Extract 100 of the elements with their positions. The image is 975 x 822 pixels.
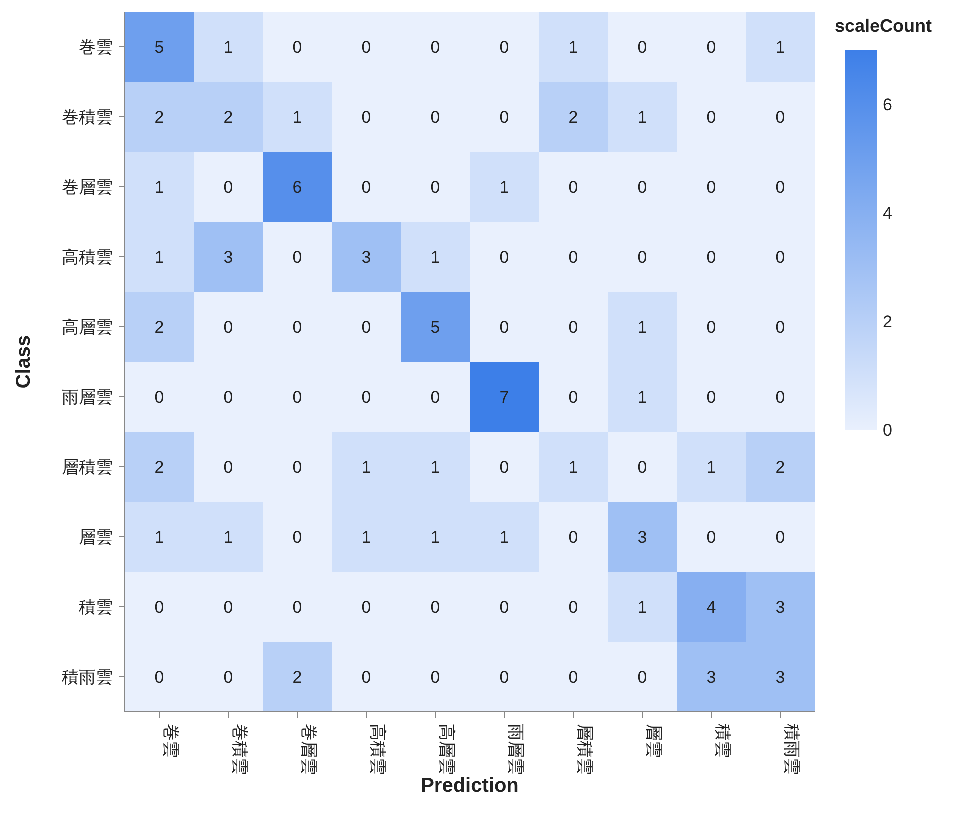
data-label: 0 bbox=[568, 178, 578, 197]
data-label: 5 bbox=[430, 318, 440, 337]
color-bar-label: 6 bbox=[883, 95, 892, 114]
data-label: 0 bbox=[292, 598, 302, 617]
data-label: 0 bbox=[568, 668, 578, 687]
data-label: 0 bbox=[430, 598, 440, 617]
y-tick-label: 積雲 bbox=[79, 598, 113, 617]
data-label: 1 bbox=[638, 318, 648, 337]
data-label: 0 bbox=[362, 318, 372, 337]
data-label: 1 bbox=[430, 528, 440, 547]
x-tick-label: 積雲 bbox=[714, 724, 732, 758]
x-tick-label: 高積雲 bbox=[368, 724, 388, 775]
y-tick-label: 巻層雲 bbox=[62, 178, 113, 197]
data-label: 0 bbox=[568, 388, 578, 407]
data-label: 1 bbox=[776, 38, 786, 57]
data-label: 0 bbox=[568, 318, 578, 337]
data-label: 0 bbox=[292, 388, 302, 407]
y-tick-label: 高積雲 bbox=[62, 248, 113, 267]
y-tick-label: 巻雲 bbox=[79, 38, 113, 57]
data-label: 0 bbox=[638, 38, 648, 57]
data-label: 0 bbox=[224, 668, 234, 687]
data-label: 1 bbox=[430, 248, 440, 267]
data-label: 0 bbox=[776, 248, 786, 267]
y-axis-title: Class bbox=[13, 335, 35, 389]
data-label: 0 bbox=[776, 178, 786, 197]
data-label: 0 bbox=[154, 388, 164, 407]
data-label: 0 bbox=[224, 178, 234, 197]
data-label: 1 bbox=[638, 598, 648, 617]
data-label: 0 bbox=[154, 598, 164, 617]
data-label: 0 bbox=[362, 598, 372, 617]
y-tick-label: 層雲 bbox=[79, 528, 113, 547]
data-label: 0 bbox=[500, 668, 510, 687]
data-label: 0 bbox=[292, 248, 302, 267]
data-label: 0 bbox=[500, 108, 510, 127]
data-label: 0 bbox=[430, 668, 440, 687]
data-label: 1 bbox=[638, 388, 648, 407]
y-tick-label: 積雨雲 bbox=[62, 668, 113, 687]
data-label: 0 bbox=[362, 108, 372, 127]
data-label: 0 bbox=[500, 598, 510, 617]
data-label: 0 bbox=[154, 668, 164, 687]
data-label: 0 bbox=[706, 318, 716, 337]
data-label: 0 bbox=[430, 108, 440, 127]
data-label: 2 bbox=[776, 458, 786, 477]
x-tick-label: 積雨雲 bbox=[782, 724, 802, 775]
y-tick-label: 層積雲 bbox=[62, 458, 113, 477]
data-label: 0 bbox=[776, 108, 786, 127]
data-label: 3 bbox=[638, 528, 648, 547]
x-tick-label: 雨層雲 bbox=[506, 724, 526, 775]
data-label: 1 bbox=[430, 458, 440, 477]
x-tick-label: 巻積雲 bbox=[230, 724, 250, 775]
data-label: 0 bbox=[638, 178, 648, 197]
data-label: 1 bbox=[500, 178, 510, 197]
data-label: 1 bbox=[224, 38, 234, 57]
data-label: 6 bbox=[292, 178, 302, 197]
data-label: 0 bbox=[638, 668, 648, 687]
data-label: 0 bbox=[362, 178, 372, 197]
data-label: 0 bbox=[706, 388, 716, 407]
data-label: 1 bbox=[224, 528, 234, 547]
data-label: 0 bbox=[568, 598, 578, 617]
data-label: 0 bbox=[224, 318, 234, 337]
data-label: 1 bbox=[154, 528, 164, 547]
x-tick-label: 高層雲 bbox=[438, 724, 456, 775]
data-label: 1 bbox=[500, 528, 510, 547]
data-label: 0 bbox=[362, 388, 372, 407]
data-label: 1 bbox=[706, 458, 716, 477]
data-label: 0 bbox=[224, 458, 234, 477]
x-axis-title: Prediction bbox=[421, 775, 519, 797]
data-label: 1 bbox=[292, 108, 302, 127]
data-label: 1 bbox=[362, 458, 372, 477]
y-tick-label: 巻積雲 bbox=[62, 108, 113, 127]
data-label: 0 bbox=[638, 458, 648, 477]
data-label: 0 bbox=[292, 318, 302, 337]
data-label: 1 bbox=[568, 458, 578, 477]
data-label: 0 bbox=[224, 388, 234, 407]
data-label: 2 bbox=[154, 108, 164, 127]
color-bar-label: 2 bbox=[883, 312, 892, 332]
data-label: 0 bbox=[568, 248, 578, 267]
data-label: 0 bbox=[706, 248, 716, 267]
data-label: 3 bbox=[362, 248, 372, 267]
data-label: 1 bbox=[638, 108, 648, 127]
data-label: 3 bbox=[776, 668, 786, 687]
y-tick-label: 雨層雲 bbox=[62, 388, 113, 407]
data-label: 2 bbox=[568, 108, 578, 127]
data-label: 0 bbox=[500, 458, 510, 477]
data-label: 0 bbox=[638, 248, 648, 267]
data-label: 0 bbox=[292, 528, 302, 547]
data-label: 3 bbox=[776, 598, 786, 617]
x-tick-label: 巻雲 bbox=[162, 724, 180, 758]
data-label: 0 bbox=[292, 458, 302, 477]
data-label: 0 bbox=[706, 178, 716, 197]
data-label: 0 bbox=[292, 38, 302, 57]
color-bar-title: scaleCount bbox=[835, 16, 932, 36]
data-label: 0 bbox=[430, 388, 440, 407]
data-label: 1 bbox=[154, 178, 164, 197]
data-label: 3 bbox=[706, 668, 716, 687]
x-tick-label: 巻層雲 bbox=[300, 724, 318, 775]
data-label: 0 bbox=[500, 38, 510, 57]
x-tick-label: 層積雲 bbox=[576, 724, 594, 775]
data-label: 0 bbox=[362, 668, 372, 687]
data-label: 0 bbox=[776, 528, 786, 547]
